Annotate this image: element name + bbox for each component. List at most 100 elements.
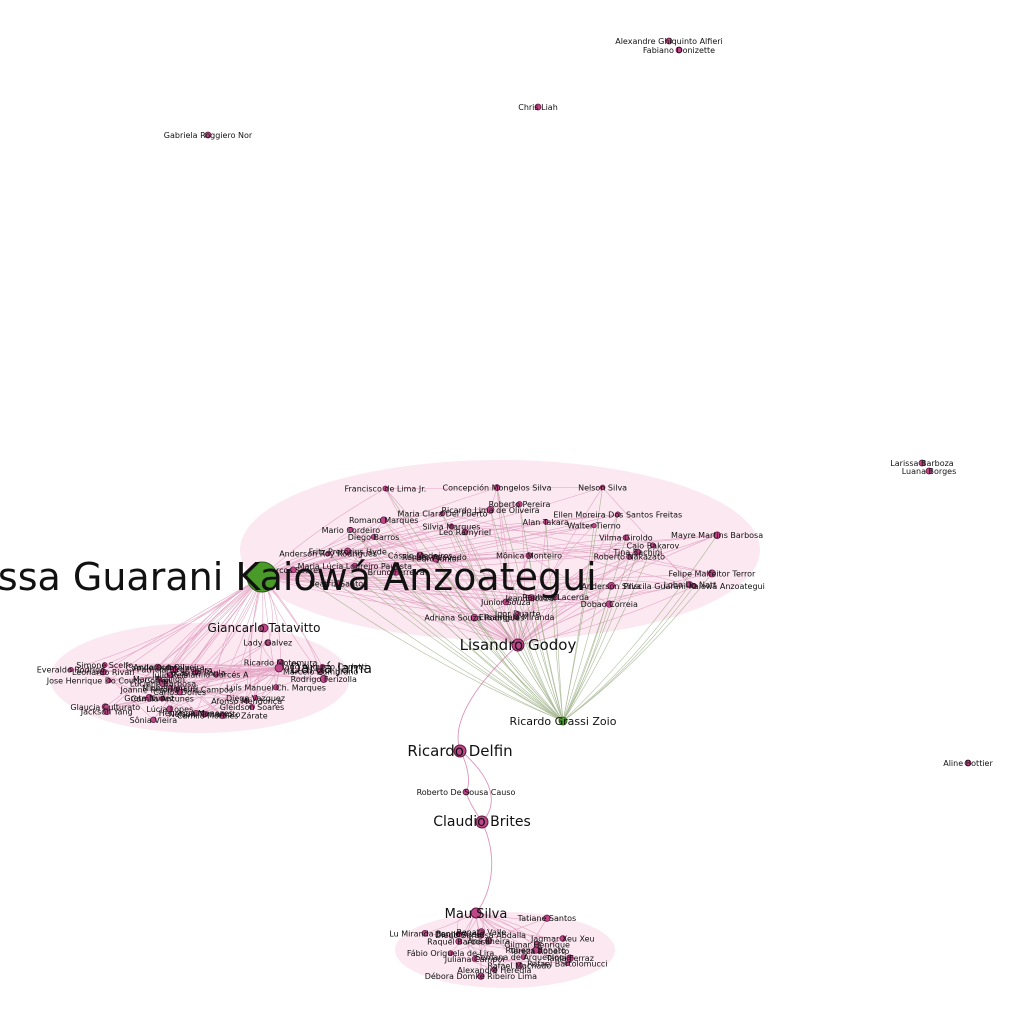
- lower-node-danilo-assis[interactable]: [455, 930, 463, 938]
- main-node-leo-ramyriel[interactable]: [461, 528, 469, 536]
- left-node-greta-nunez[interactable]: [145, 693, 154, 702]
- lower-node-rubens-bonato[interactable]: [532, 946, 540, 954]
- left-node-lady-galvez[interactable]: [264, 639, 272, 647]
- lower-node-raquel-barbosa[interactable]: [455, 938, 462, 945]
- left-node-lucas-de-paula[interactable]: [192, 669, 199, 676]
- node-mau[interactable]: [470, 907, 482, 919]
- main-node-jean-escobar[interactable]: [527, 594, 535, 602]
- node-ricardo-grassi[interactable]: [558, 716, 568, 726]
- node-larissa-barboza[interactable]: [918, 459, 926, 467]
- left-node-jose-henrique-do-couto-correa[interactable]: [106, 678, 112, 684]
- main-node-ricardo-lima-de-oliveira[interactable]: [486, 505, 495, 514]
- main-node-pedro-junior[interactable]: [431, 554, 440, 563]
- main-node-cassio-medeiros[interactable]: [416, 551, 424, 559]
- left-node-rodrigo-ferizolla[interactable]: [319, 674, 328, 683]
- main-node-fritz-pretorius-hyde[interactable]: [343, 547, 352, 556]
- main-node-mario-cordeiro[interactable]: [348, 527, 354, 533]
- node-aline[interactable]: [964, 759, 972, 767]
- main-node-nelson-silva[interactable]: [599, 484, 606, 491]
- left-node-luciene-barbosa[interactable]: [159, 679, 167, 688]
- left-node-camilo-quintela[interactable]: [154, 663, 162, 671]
- left-node-jackson-yang[interactable]: [103, 707, 111, 716]
- left-node-julio-reis[interactable]: [166, 671, 174, 679]
- left-node-marilia-garces-a[interactable]: [213, 671, 219, 678]
- node-lisandro[interactable]: [511, 638, 525, 652]
- main-node-ellen-moreira-dos-santos-freitas[interactable]: [614, 511, 621, 518]
- main-node-beatriz-santos[interactable]: [334, 580, 342, 588]
- main-node-monica-monteiro[interactable]: [525, 552, 533, 559]
- node-fabiano[interactable]: [675, 46, 683, 54]
- lower-node-rafael-machado[interactable]: [515, 961, 523, 969]
- left-node-gleidson-soares[interactable]: [249, 703, 255, 710]
- main-node-maria-lucia-loureiro-paulista[interactable]: [351, 562, 358, 569]
- node-alexandre-ghiquinto[interactable]: [665, 37, 673, 45]
- left-node-simone-scelfo[interactable]: [101, 662, 108, 668]
- lower-node-juliana-campoi[interactable]: [471, 956, 478, 962]
- lower-node-fabio-origuela-de-lira[interactable]: [447, 950, 454, 956]
- main-node-francisco-de-lima-jr[interactable]: [382, 485, 389, 492]
- lower-node-tatiane-santos[interactable]: [543, 914, 551, 922]
- left-node-camila-antunes[interactable]: [159, 695, 166, 702]
- main-node-alan-takara[interactable]: [543, 519, 549, 525]
- main-node-felipe-malfeitor-terror[interactable]: [707, 569, 716, 578]
- main-node-roberto-nakazato[interactable]: [626, 553, 633, 560]
- main-node-caio-bakarov[interactable]: [650, 542, 656, 549]
- left-node-leonardo-rivari[interactable]: [99, 668, 107, 676]
- lower-node-ana-ilheira[interactable]: [485, 937, 493, 945]
- main-node-walter-tierno[interactable]: [591, 523, 597, 529]
- left-node-sonia-vieira[interactable]: [150, 716, 157, 723]
- left-node-camilo-morales-zarate[interactable]: [218, 711, 226, 719]
- left-node-diego-vazquez[interactable]: [252, 695, 259, 701]
- left-node-afonso-mendonca[interactable]: [243, 698, 250, 704]
- lower-node-rafael-bartolomucci[interactable]: [564, 960, 571, 967]
- left-node-henrique-menezes[interactable]: [192, 709, 200, 717]
- node-darua[interactable]: [274, 663, 284, 673]
- left-node-carlos-dones[interactable]: [176, 688, 183, 696]
- main-node-priscila-guarani-kaiowa-anzoategui[interactable]: [691, 583, 698, 589]
- main-node-mayre-martins-barbosa[interactable]: [713, 531, 721, 539]
- left-node-everaldo-rodrigo[interactable]: [68, 666, 74, 673]
- node-luana[interactable]: [925, 467, 933, 475]
- left-node-patricia-biral-vieira[interactable]: [171, 666, 179, 674]
- main-node-elisangela-miranda[interactable]: [513, 614, 520, 620]
- main-node-roberto-pereira[interactable]: [516, 501, 523, 508]
- lower-node-tania-ferraz[interactable]: [566, 954, 574, 962]
- lower-node-lu-miranda-penna[interactable]: [421, 929, 429, 937]
- lower-node-alexandre-heredia[interactable]: [491, 966, 498, 973]
- node-roberto[interactable]: [462, 788, 470, 796]
- main-node-vilma-giroldo[interactable]: [622, 534, 630, 541]
- main-node-raphael-lacerda[interactable]: [552, 593, 559, 601]
- lower-node-renata-valle[interactable]: [477, 928, 486, 936]
- main-node-dobao-correia[interactable]: [605, 600, 613, 608]
- node-claudio[interactable]: [475, 815, 489, 829]
- main-node-silvia-marques[interactable]: [448, 523, 455, 530]
- main-cluster-nodes: [289, 484, 721, 622]
- left-node-luis-manuel-ch-marques[interactable]: [272, 684, 280, 691]
- main-node-bruno-ferreira[interactable]: [392, 568, 400, 576]
- lower-node-semana-de-arqueologia[interactable]: [520, 954, 527, 960]
- main-node-concepcion-mongelos-silva[interactable]: [493, 484, 501, 491]
- main-node-tina-bachini[interactable]: [634, 548, 642, 556]
- node-main-hub[interactable]: [246, 561, 278, 593]
- main-node-junior-souza[interactable]: [502, 598, 510, 606]
- main-node-adriana-souza-rodrigues[interactable]: [470, 613, 479, 622]
- lower-node-debora-domke-ribeiro-lima[interactable]: [477, 972, 485, 980]
- node-chris[interactable]: [534, 103, 542, 111]
- main-edge: [517, 537, 627, 646]
- main-node-romano-marques[interactable]: [380, 516, 388, 524]
- main-node-anderson-roy-rodrigues[interactable]: [325, 550, 331, 557]
- node-giancarlo[interactable]: [259, 623, 269, 633]
- left-node-tiago-augusto-carletti[interactable]: [319, 663, 326, 670]
- node-ricardo-delfin[interactable]: [453, 744, 467, 758]
- lower-node-jagmar-xeu-xeu[interactable]: [559, 935, 567, 942]
- main-node-anderson-silva[interactable]: [607, 581, 616, 590]
- left-node-marc-braillon[interactable]: [156, 676, 162, 682]
- left-node-nelson-tamamoto[interactable]: [201, 710, 208, 718]
- node-gabriela[interactable]: [204, 131, 212, 139]
- left-node-lucia-lopes[interactable]: [166, 705, 174, 713]
- main-node-maria-clara-del-puerto[interactable]: [439, 510, 446, 517]
- left-node-anderson-oliveira[interactable]: [166, 664, 172, 670]
- main-node-diego-barros[interactable]: [370, 534, 377, 540]
- main-node-marcos-soares[interactable]: [289, 566, 297, 574]
- left-node-michel-versuri[interactable]: [167, 685, 173, 691]
